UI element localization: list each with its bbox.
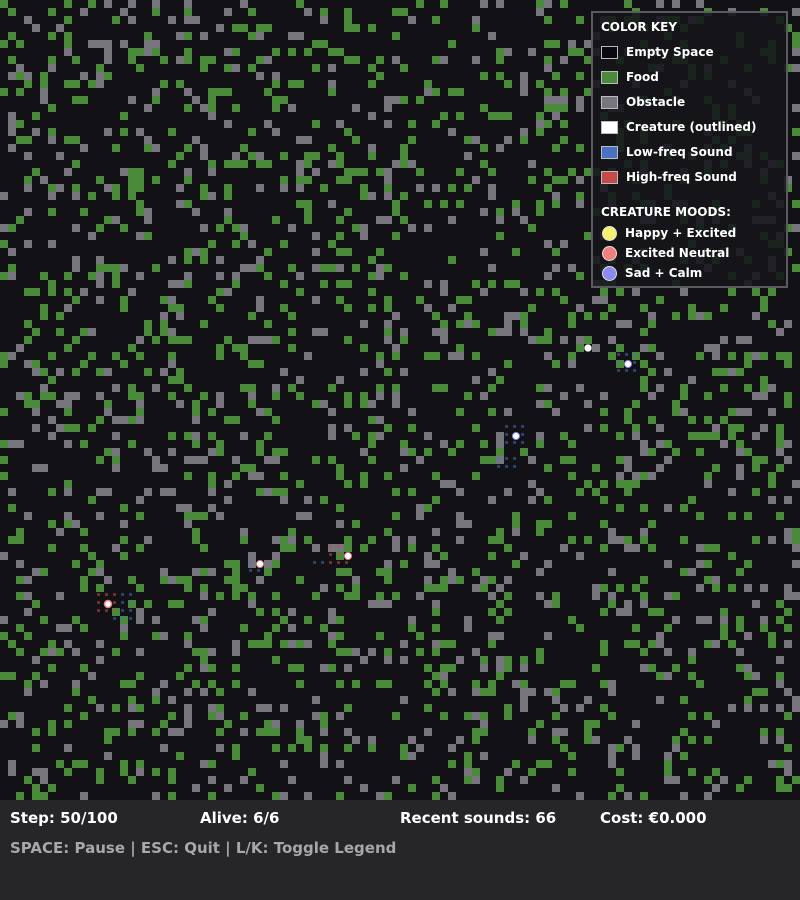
legend-item-food: Food xyxy=(601,69,659,85)
mood-item-happy-excited: Happy + Excited xyxy=(601,225,736,241)
legend-item-obstacle: Obstacle xyxy=(601,94,685,110)
alive-counter: Alive: 6/6 xyxy=(200,809,280,827)
low-freq-sound-swatch xyxy=(601,145,618,159)
creatures xyxy=(103,344,632,609)
legend-item-label: Creature (outlined) xyxy=(626,120,757,134)
creature[interactable] xyxy=(584,344,592,352)
excited-neutral-dot-icon xyxy=(602,245,617,261)
creature[interactable] xyxy=(256,560,264,568)
creature[interactable] xyxy=(512,432,520,440)
food-swatch xyxy=(601,70,618,84)
legend-panel: COLOR KEY Empty Space Food Obstacle Crea… xyxy=(591,11,788,288)
keyboard-help-text: SPACE: Pause | ESC: Quit | L/K: Toggle L… xyxy=(10,839,397,857)
low-freq-sound-cluster xyxy=(113,353,636,620)
legend-item-label: Food xyxy=(626,70,659,84)
legend-item-empty-space: Empty Space xyxy=(601,44,714,60)
high-freq-sound-swatch xyxy=(601,170,618,184)
mood-item-label: Happy + Excited xyxy=(625,226,737,240)
legend-item-high-freq-sound: High-freq Sound xyxy=(601,169,737,185)
legend-item-label: Obstacle xyxy=(626,95,686,109)
obstacle-swatch xyxy=(601,95,618,109)
creature[interactable] xyxy=(624,360,632,368)
status-bar: Step: 50/100 Alive: 6/6 Recent sounds: 6… xyxy=(0,800,800,900)
empty-space-swatch xyxy=(601,45,618,59)
happy-excited-dot-icon xyxy=(602,225,617,241)
mood-item-excited-neutral: Excited Neutral xyxy=(601,245,729,261)
high-freq-sound-cluster xyxy=(97,545,348,612)
legend-item-low-freq-sound: Low-freq Sound xyxy=(601,144,733,160)
recent-sounds-counter: Recent sounds: 66 xyxy=(400,809,557,827)
cost-readout: Cost: €0.000 xyxy=(600,809,707,827)
mood-item-label: Sad + Calm xyxy=(625,266,703,280)
mood-item-label: Excited Neutral xyxy=(625,246,730,260)
sad-calm-dot-icon xyxy=(602,265,617,281)
sound-field xyxy=(97,353,636,620)
step-counter: Step: 50/100 xyxy=(10,809,118,827)
creature-swatch xyxy=(601,120,618,134)
color-key-title: COLOR KEY xyxy=(601,20,678,34)
legend-item-label: High-freq Sound xyxy=(626,170,737,184)
legend-item-label: Empty Space xyxy=(626,45,714,59)
creature[interactable] xyxy=(344,552,352,560)
mood-item-sad-calm: Sad + Calm xyxy=(601,265,702,281)
legend-item-label: Low-freq Sound xyxy=(626,145,733,159)
creature[interactable] xyxy=(103,599,113,609)
creature-moods-title: CREATURE MOODS: xyxy=(601,205,731,219)
legend-item-creature: Creature (outlined) xyxy=(601,119,756,135)
